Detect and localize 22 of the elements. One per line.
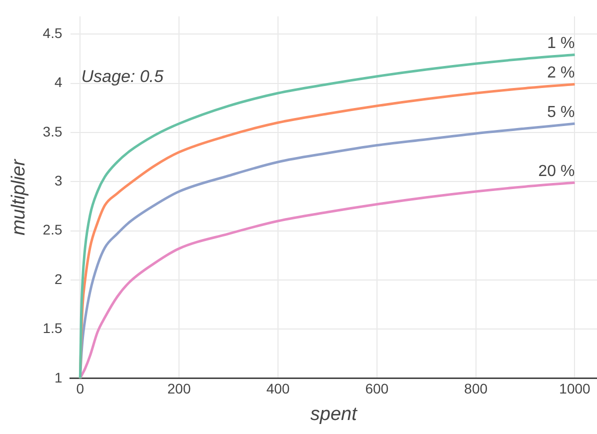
x-tick-label: 200 xyxy=(167,380,191,397)
y-tick-label: 4.5 xyxy=(42,24,62,41)
series-label: 5 % xyxy=(547,104,575,122)
y-axis-title: multiplier xyxy=(8,158,30,236)
x-tick-label: 1000 xyxy=(559,380,591,397)
x-tick-label: 600 xyxy=(365,380,389,397)
y-tick-label: 1.5 xyxy=(42,320,62,336)
x-tick-label: 400 xyxy=(266,380,290,397)
x-tick-label: 800 xyxy=(464,380,488,397)
line-series xyxy=(78,181,576,378)
y-tick-label: 4 xyxy=(54,74,62,90)
y-tick-label: 2 xyxy=(54,270,62,287)
series-label: 20 % xyxy=(538,163,575,180)
x-tick-label: 0 xyxy=(76,380,84,397)
series-label: 1 % xyxy=(547,35,575,52)
y-tick-label: 3 xyxy=(54,172,62,189)
annotation: Usage: 0.5 xyxy=(81,67,164,86)
series-label: 2 % xyxy=(547,64,575,82)
y-tick-label: 3.5 xyxy=(42,123,62,140)
y-tick-label: 1 xyxy=(54,369,62,386)
y-tick-label: 2.5 xyxy=(42,222,62,238)
x-axis-title: spent xyxy=(310,404,358,425)
